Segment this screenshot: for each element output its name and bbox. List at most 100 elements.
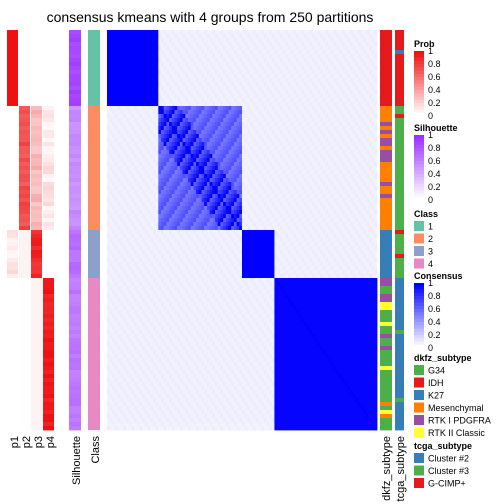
- consensus-cell: [250, 126, 254, 131]
- consensus-cell: [120, 158, 124, 163]
- consensus-cell: [298, 66, 302, 71]
- consensus-cell: [109, 170, 113, 175]
- consensus-cell: [169, 38, 173, 43]
- prob-cell: [19, 266, 30, 271]
- consensus-cell: [225, 178, 229, 183]
- consensus-cell: [374, 42, 378, 47]
- consensus-cell: [293, 170, 297, 175]
- prob-cell: [43, 130, 54, 135]
- consensus-cell: [314, 82, 318, 87]
- consensus-cell: [282, 146, 286, 151]
- consensus-cell: [325, 110, 329, 115]
- consensus-cell: [155, 198, 159, 203]
- consensus-cell: [109, 54, 113, 59]
- consensus-cell: [220, 190, 224, 195]
- consensus-cell: [252, 186, 256, 191]
- consensus-cell: [328, 110, 332, 115]
- consensus-cell: [171, 54, 175, 59]
- consensus-cell: [296, 182, 300, 187]
- consensus-cell: [212, 98, 216, 103]
- consensus-cell: [152, 42, 156, 47]
- consensus-cell: [134, 98, 138, 103]
- consensus-cell: [277, 114, 281, 119]
- consensus-cell: [363, 178, 367, 183]
- consensus-cell: [358, 130, 362, 135]
- consensus-cell: [223, 182, 227, 187]
- consensus-cell: [188, 170, 192, 175]
- consensus-cell: [358, 102, 362, 107]
- consensus-cell: [179, 126, 183, 131]
- consensus-cell: [112, 30, 116, 35]
- consensus-cell: [201, 182, 205, 187]
- consensus-cell: [147, 130, 151, 135]
- consensus-cell: [147, 146, 151, 151]
- consensus-cell: [290, 138, 294, 143]
- consensus-cell: [304, 70, 308, 75]
- consensus-cell: [228, 66, 232, 71]
- consensus-cell: [123, 118, 127, 123]
- prob-cell: [31, 390, 42, 395]
- prob-cell: [31, 386, 42, 391]
- silhouette-cell: [69, 30, 81, 35]
- consensus-cell: [258, 134, 262, 139]
- consensus-cell: [279, 102, 283, 107]
- consensus-cell: [325, 38, 329, 43]
- consensus-cell: [242, 118, 246, 123]
- consensus-cell: [239, 154, 243, 159]
- consensus-cell: [166, 154, 170, 159]
- consensus-cell: [296, 66, 300, 71]
- consensus-cell: [112, 50, 116, 55]
- consensus-cell: [233, 86, 237, 91]
- consensus-cell: [161, 46, 165, 51]
- consensus-cell: [139, 54, 143, 59]
- consensus-cell: [360, 122, 364, 127]
- consensus-cell: [125, 106, 129, 111]
- consensus-cell: [301, 94, 305, 99]
- consensus-cell: [263, 166, 267, 171]
- consensus-cell: [155, 114, 159, 119]
- consensus-cell: [341, 30, 345, 35]
- consensus-cell: [347, 182, 351, 187]
- consensus-cell: [212, 178, 216, 183]
- consensus-cell: [155, 110, 159, 115]
- consensus-cell: [252, 182, 256, 187]
- consensus-cell: [285, 126, 289, 131]
- consensus-cell: [144, 146, 148, 151]
- consensus-cell: [371, 162, 375, 167]
- consensus-cell: [312, 134, 316, 139]
- consensus-cell: [314, 170, 318, 175]
- consensus-cell: [228, 118, 232, 123]
- consensus-cell: [344, 38, 348, 43]
- consensus-cell: [193, 126, 197, 131]
- consensus-cell: [306, 62, 310, 67]
- consensus-cell: [333, 94, 337, 99]
- consensus-cell: [274, 138, 278, 143]
- consensus-cell: [231, 50, 235, 55]
- consensus-cell: [358, 174, 362, 179]
- consensus-cell: [139, 118, 143, 123]
- consensus-cell: [174, 198, 178, 203]
- consensus-cell: [128, 190, 132, 195]
- consensus-cell: [293, 190, 297, 195]
- consensus-cell: [217, 122, 221, 127]
- consensus-cell: [247, 182, 251, 187]
- consensus-cell: [117, 74, 121, 79]
- consensus-cell: [144, 50, 148, 55]
- consensus-cell: [306, 66, 310, 71]
- consensus-cell: [328, 122, 332, 127]
- consensus-cell: [247, 66, 251, 71]
- consensus-cell: [236, 122, 240, 127]
- consensus-cell: [188, 46, 192, 51]
- consensus-cell: [190, 186, 194, 191]
- consensus-cell: [336, 130, 340, 135]
- consensus-cell: [120, 190, 124, 195]
- consensus-cell: [107, 166, 111, 171]
- consensus-cell: [193, 130, 197, 135]
- consensus-cell: [239, 202, 243, 207]
- consensus-cell: [128, 90, 132, 95]
- consensus-cell: [188, 110, 192, 115]
- consensus-cell: [206, 134, 210, 139]
- consensus-cell: [142, 166, 146, 171]
- consensus-cell: [158, 54, 162, 59]
- consensus-cell: [188, 194, 192, 199]
